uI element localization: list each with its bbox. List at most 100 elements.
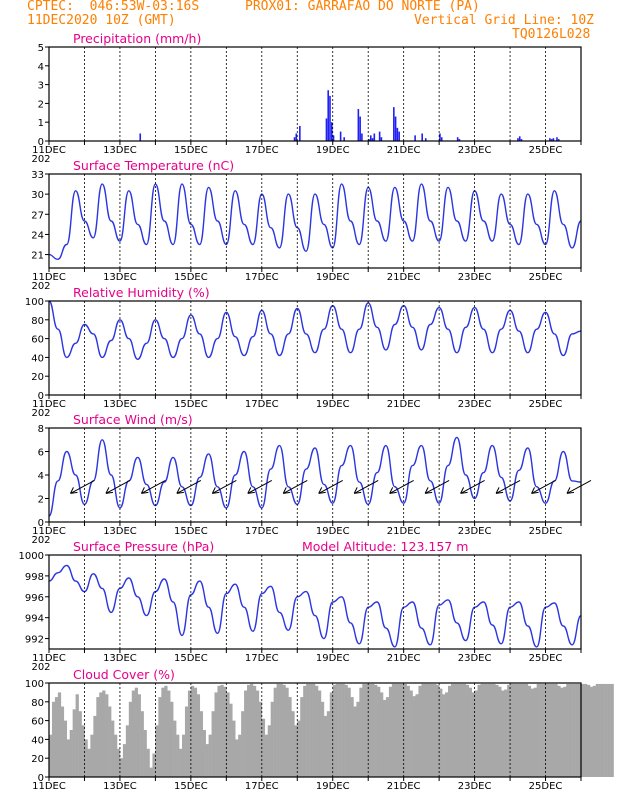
wind-arrow-head (460, 487, 468, 494)
cloud-cover-bar (57, 692, 62, 777)
cloud-cover-bar (459, 683, 464, 777)
temperature-xyear-label: 202 (31, 281, 50, 292)
cloud-cover-ytick-label: 0 (38, 773, 44, 784)
pressure-ytick-label: 996 (25, 593, 44, 604)
precipitation-bar (330, 122, 333, 141)
cloud-cover-bar (498, 686, 502, 777)
cloud-cover-bar (448, 685, 452, 777)
precipitation-frame (48, 46, 582, 142)
cloud-cover-bar (595, 683, 600, 777)
cloud-cover-xtick-label: 17DEC (245, 781, 279, 792)
precipitation-bar (552, 138, 555, 141)
cloud-cover-bar (589, 686, 594, 777)
cloud-cover-bar (102, 690, 106, 777)
precipitation-xtick-label: 11DEC (32, 145, 66, 156)
cloud-cover-bar (184, 706, 189, 777)
cloud-cover-bar (510, 683, 514, 777)
cloud-cover-bar (99, 692, 103, 777)
cloud-cover-bar (176, 734, 180, 777)
cloud-cover-bar (125, 725, 130, 777)
cloud-cover-bar (264, 734, 269, 777)
wind-xtick-label: 17DEC (245, 526, 279, 537)
cloud-cover-bar (149, 767, 153, 777)
precipitation-bar (378, 131, 381, 141)
precipitation-bar (325, 118, 328, 141)
cloud-cover-bar (489, 683, 493, 777)
precipitation-bar (329, 95, 331, 141)
precipitation-xtick-label: 13DEC (103, 145, 137, 156)
cloud-cover-bar (572, 683, 576, 777)
precipitation-bar (458, 139, 461, 141)
temperature-xtick-label: 19DEC (316, 272, 350, 283)
cloud-cover-bar (75, 694, 79, 777)
cloud-cover-xtick-label: 13DEC (103, 781, 137, 792)
cloud-cover-bar (66, 739, 70, 777)
wind-arrow-shaft (495, 479, 521, 494)
precipitation-bar (373, 133, 376, 141)
wind-arrow-head (70, 487, 78, 494)
cloud-cover-bar (492, 683, 496, 777)
cloud-cover-bar (575, 683, 579, 777)
precipitation-bar (357, 109, 360, 141)
cloud-cover-bar (323, 715, 328, 777)
precipitation-xtick-label: 15DEC (174, 145, 208, 156)
temperature-xtick-label: 15DEC (174, 272, 208, 283)
humidity-ytick-label: 0 (38, 391, 44, 402)
precipitation-bar (295, 133, 298, 141)
cloud-cover-bar (238, 734, 242, 777)
cloud-cover-bar (362, 683, 366, 777)
cloud-cover-bar (450, 683, 455, 777)
precipitation-bar (369, 135, 372, 141)
pressure-subtitle: Model Altitude: 123.157 m (302, 539, 468, 554)
wind-arrow-shaft (424, 479, 450, 494)
cloud-cover-bar (252, 685, 257, 777)
cloud-cover-bar (205, 744, 209, 777)
precipitation-xtick-label: 21DEC (387, 145, 421, 156)
cloud-cover-bar (114, 734, 118, 777)
pressure-ytick-label: 998 (25, 572, 44, 583)
cloud-cover-bar (442, 694, 446, 777)
cloud-cover-bar (338, 683, 342, 777)
cloud-cover-bar (208, 734, 212, 777)
cloud-cover-bar (226, 692, 230, 777)
cloud-cover-bar (69, 730, 73, 777)
cloud-cover-bar (377, 686, 381, 777)
temperature-ytick-label: 33 (31, 170, 44, 181)
cloud-cover-bar (320, 701, 325, 777)
cloud-cover-bar (610, 683, 614, 777)
cloud-cover-bar (536, 683, 540, 777)
cloud-cover-bar (583, 683, 588, 777)
cloud-cover-bar (400, 683, 404, 777)
cloud-cover-bar (84, 739, 88, 777)
cloud-cover-bar (433, 683, 437, 777)
precipitation-bar (371, 138, 374, 141)
cloud-cover-bar (93, 715, 97, 777)
cloud-cover-bar (518, 683, 523, 777)
wind-arrow-head (140, 487, 149, 494)
cloud-cover-bar (350, 697, 354, 777)
cloud-cover-bar (241, 711, 245, 777)
cloud-cover-bar (155, 725, 159, 777)
wind-arrow-shaft (460, 479, 485, 494)
humidity-line (48, 300, 582, 361)
cloud-cover-bar (317, 690, 322, 777)
precipitation-ytick-label: 3 (38, 81, 44, 92)
cloud-cover-bar (539, 683, 543, 777)
cloud-cover-bar (78, 711, 82, 777)
cloud-cover-bar (116, 748, 121, 777)
wind-arrow-head (247, 487, 255, 494)
cloud-cover-bar (391, 683, 396, 777)
cloud-cover-bar (465, 684, 469, 777)
wind-xtick-label: 11DEC (32, 526, 66, 537)
pressure-xtick-label: 19DEC (316, 653, 350, 664)
cloud-cover-bar (134, 687, 138, 777)
precipitation-bar (557, 139, 560, 141)
cloud-cover-bar (406, 685, 410, 777)
cloud-cover-bar (49, 734, 53, 777)
cloud-cover-xtick-label: 11DEC (32, 781, 66, 792)
humidity-xyear-label: 202 (31, 408, 50, 419)
cloud-cover-bar (501, 690, 505, 777)
cloud-cover-bar (545, 683, 549, 777)
header-model: TQ0126L028 (512, 27, 591, 42)
pressure-xtick-label: 23DEC (458, 653, 492, 664)
